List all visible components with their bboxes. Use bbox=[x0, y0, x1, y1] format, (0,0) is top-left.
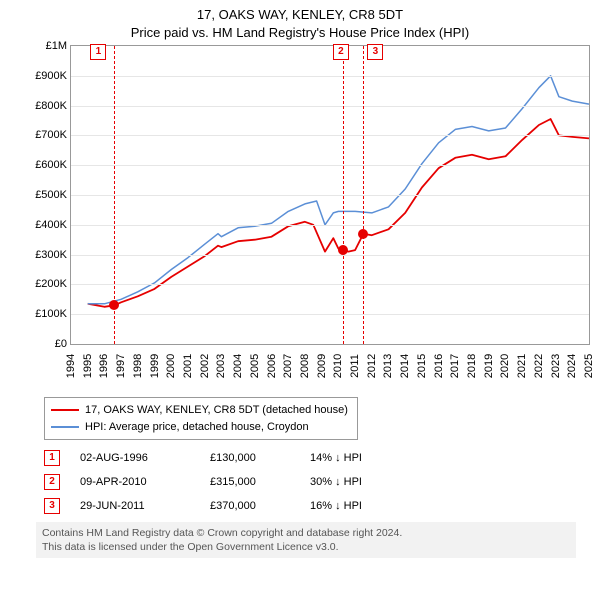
gridline bbox=[71, 225, 589, 226]
x-tick-label: 2019 bbox=[483, 354, 495, 378]
x-tick-label: 2004 bbox=[232, 354, 244, 378]
y-tick-label: £800K bbox=[23, 100, 67, 112]
x-tick-label: 2021 bbox=[516, 354, 528, 378]
event-line bbox=[343, 46, 344, 344]
y-tick-label: £200K bbox=[23, 278, 67, 290]
x-tick-label: 1998 bbox=[132, 354, 144, 378]
x-tick-label: 2016 bbox=[433, 354, 445, 378]
x-tick-label: 2003 bbox=[215, 354, 227, 378]
y-tick-label: £600K bbox=[23, 159, 67, 171]
x-tick-label: 2015 bbox=[416, 354, 428, 378]
event-number-box: 3 bbox=[44, 498, 60, 514]
series-hpi bbox=[88, 76, 589, 304]
x-tick-label: 1995 bbox=[82, 354, 94, 378]
line-chart: £0£100K£200K£300K£400K£500K£600K£700K£80… bbox=[30, 45, 590, 375]
chart-title: 17, OAKS WAY, KENLEY, CR8 5DT Price paid… bbox=[0, 0, 600, 41]
events-row: 2 09-APR-2010 £315,000 30% ↓ HPI bbox=[44, 474, 600, 490]
x-tick-label: 1996 bbox=[98, 354, 110, 378]
event-marker-box: 2 bbox=[333, 44, 349, 60]
y-tick-label: £900K bbox=[23, 70, 67, 82]
gridline bbox=[71, 135, 589, 136]
gridline bbox=[71, 165, 589, 166]
gridline bbox=[71, 314, 589, 315]
gridline bbox=[71, 76, 589, 77]
x-tick-label: 2010 bbox=[332, 354, 344, 378]
x-tick-label: 2018 bbox=[466, 354, 478, 378]
footer-line2: This data is licensed under the Open Gov… bbox=[42, 540, 570, 554]
x-tick-label: 2025 bbox=[583, 354, 595, 378]
title-line1: 17, OAKS WAY, KENLEY, CR8 5DT bbox=[0, 6, 600, 24]
footer-line1: Contains HM Land Registry data © Crown c… bbox=[42, 526, 570, 540]
price-paid-marker bbox=[358, 229, 368, 239]
event-date: 29-JUN-2011 bbox=[80, 500, 190, 512]
gridline bbox=[71, 195, 589, 196]
event-line bbox=[363, 46, 364, 344]
x-tick-label: 2008 bbox=[299, 354, 311, 378]
event-marker-box: 1 bbox=[90, 44, 106, 60]
x-tick-label: 1997 bbox=[115, 354, 127, 378]
y-tick-label: £300K bbox=[23, 249, 67, 261]
event-date: 09-APR-2010 bbox=[80, 476, 190, 488]
event-delta: 30% ↓ HPI bbox=[310, 476, 430, 488]
y-tick-label: £400K bbox=[23, 219, 67, 231]
x-tick-label: 2006 bbox=[266, 354, 278, 378]
x-tick-label: 2022 bbox=[533, 354, 545, 378]
x-tick-label: 2001 bbox=[182, 354, 194, 378]
footer-note: Contains HM Land Registry data © Crown c… bbox=[36, 522, 576, 558]
events-row: 1 02-AUG-1996 £130,000 14% ↓ HPI bbox=[44, 450, 600, 466]
legend-swatch bbox=[51, 409, 79, 411]
x-tick-label: 2013 bbox=[382, 354, 394, 378]
price-paid-marker bbox=[109, 300, 119, 310]
gridline bbox=[71, 255, 589, 256]
x-tick-label: 2012 bbox=[366, 354, 378, 378]
x-tick-label: 2005 bbox=[249, 354, 261, 378]
gridline bbox=[71, 106, 589, 107]
event-price: £315,000 bbox=[210, 476, 290, 488]
x-tick-label: 2009 bbox=[316, 354, 328, 378]
x-tick-label: 1994 bbox=[65, 354, 77, 378]
x-tick-label: 2011 bbox=[349, 354, 361, 378]
event-delta: 16% ↓ HPI bbox=[310, 500, 430, 512]
event-date: 02-AUG-1996 bbox=[80, 452, 190, 464]
x-tick-label: 1999 bbox=[149, 354, 161, 378]
legend-item: 17, OAKS WAY, KENLEY, CR8 5DT (detached … bbox=[51, 402, 351, 419]
legend-swatch bbox=[51, 426, 79, 428]
y-tick-label: £500K bbox=[23, 189, 67, 201]
event-marker-box: 3 bbox=[367, 44, 383, 60]
x-tick-label: 2023 bbox=[550, 354, 562, 378]
events-table: 1 02-AUG-1996 £130,000 14% ↓ HPI 2 09-APR-201… bbox=[44, 450, 600, 514]
price-paid-marker bbox=[338, 245, 348, 255]
event-delta: 14% ↓ HPI bbox=[310, 452, 430, 464]
event-number-box: 2 bbox=[44, 474, 60, 490]
title-line2: Price paid vs. HM Land Registry's House … bbox=[0, 24, 600, 42]
x-tick-label: 2000 bbox=[165, 354, 177, 378]
gridline bbox=[71, 284, 589, 285]
legend-label: HPI: Average price, detached house, Croy… bbox=[85, 419, 309, 436]
x-tick-label: 2007 bbox=[282, 354, 294, 378]
y-tick-label: £1M bbox=[23, 40, 67, 52]
x-tick-label: 2024 bbox=[566, 354, 578, 378]
legend-item: HPI: Average price, detached house, Croy… bbox=[51, 419, 351, 436]
event-price: £370,000 bbox=[210, 500, 290, 512]
x-tick-label: 2002 bbox=[199, 354, 211, 378]
y-tick-label: £100K bbox=[23, 308, 67, 320]
events-row: 3 29-JUN-2011 £370,000 16% ↓ HPI bbox=[44, 498, 600, 514]
x-tick-label: 2017 bbox=[449, 354, 461, 378]
y-tick-label: £0 bbox=[23, 338, 67, 350]
x-tick-label: 2014 bbox=[399, 354, 411, 378]
legend: 17, OAKS WAY, KENLEY, CR8 5DT (detached … bbox=[44, 397, 358, 440]
event-price: £130,000 bbox=[210, 452, 290, 464]
series-property bbox=[88, 119, 589, 307]
y-tick-label: £700K bbox=[23, 129, 67, 141]
legend-label: 17, OAKS WAY, KENLEY, CR8 5DT (detached … bbox=[85, 402, 348, 419]
plot-area: £0£100K£200K£300K£400K£500K£600K£700K£80… bbox=[70, 45, 590, 345]
event-number-box: 1 bbox=[44, 450, 60, 466]
x-tick-label: 2020 bbox=[499, 354, 511, 378]
